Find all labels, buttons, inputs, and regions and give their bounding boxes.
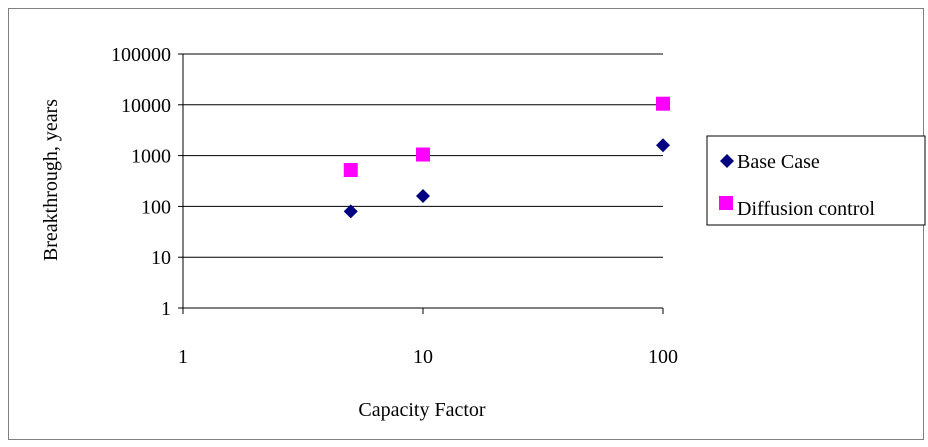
point-diffusion-control (343, 163, 358, 178)
point-diffusion-control (656, 96, 670, 111)
y-tick-label: 10000 (121, 95, 171, 117)
y-tick-label: 10 (151, 247, 171, 269)
x-axis-title: Capacity Factor (358, 399, 486, 421)
legend-marker-diamond-icon (720, 154, 734, 168)
point-base-case (416, 189, 430, 204)
y-tick-label: 100 (141, 196, 171, 218)
y-tick-label: 1000 (131, 146, 171, 168)
x-tick-label: 10 (413, 346, 433, 368)
point-diffusion-control (416, 147, 430, 162)
point-base-case (656, 138, 670, 153)
x-tick-label: 1 (178, 346, 188, 368)
legend-marker-square-icon (719, 196, 733, 210)
x-tick-label: 100 (648, 346, 678, 368)
legend-label-base-case: Base Case (737, 151, 820, 173)
grid-layer (183, 53, 663, 258)
tick-labels: 1 10 100 1000 10000 100000 1 10 100 (111, 44, 678, 368)
data-marks (343, 96, 670, 219)
legend-label-diffusion-control: Diffusion control (737, 198, 875, 220)
y-tick-label: 100000 (111, 44, 171, 66)
y-axis-title: Breakthrough, years (40, 99, 62, 261)
y-tick-label: 1 (161, 298, 171, 320)
axes-layer (178, 53, 664, 314)
legend-box (706, 135, 926, 226)
legend: Base Case Diffusion control (706, 135, 926, 226)
point-base-case (343, 204, 358, 219)
